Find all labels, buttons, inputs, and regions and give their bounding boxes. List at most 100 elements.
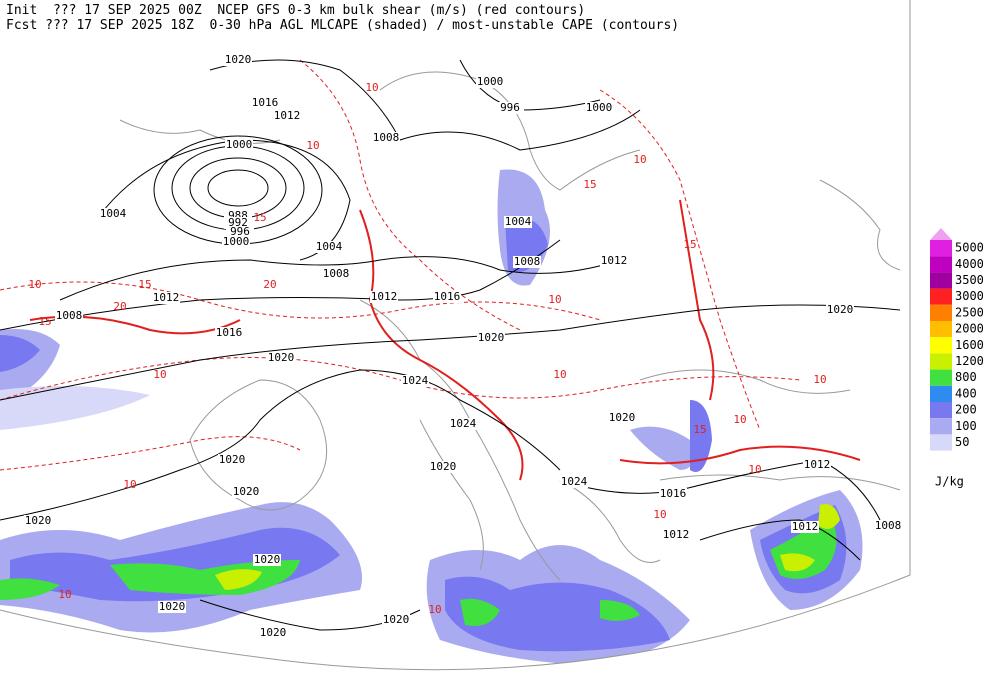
isobar-label: 1020 xyxy=(159,600,186,613)
isobar-label: 1008 xyxy=(323,267,350,280)
label-bg xyxy=(449,418,477,430)
isobar-label: 1012 xyxy=(153,291,180,304)
legend-swatch xyxy=(930,337,952,354)
header-line: Fcst ??? 17 SEP 2025 18Z 0-30 hPa AGL ML… xyxy=(6,18,679,33)
map-border xyxy=(0,0,911,671)
isobar-label: 1012 xyxy=(601,254,628,267)
isobar-label: 1012 xyxy=(663,528,690,541)
label-bg xyxy=(791,521,819,533)
label-bg xyxy=(513,256,541,268)
shear-label: 15 xyxy=(683,238,696,251)
isobar-label: 1012 xyxy=(371,290,398,303)
label-bg xyxy=(55,310,83,322)
legend-arrow xyxy=(930,228,952,240)
shear-label: 15 xyxy=(583,178,596,191)
isobar-label: 1016 xyxy=(216,326,243,339)
legend-label: 400 xyxy=(955,386,977,400)
isobar-label: 1020 xyxy=(268,351,295,364)
isobar-label: 1020 xyxy=(233,485,260,498)
label-bg xyxy=(224,54,252,66)
shear-label: 10 xyxy=(153,368,166,381)
shear-label: 20 xyxy=(113,300,126,313)
shear-label: 10 xyxy=(123,478,136,491)
shear-contours xyxy=(0,59,801,471)
label-bg xyxy=(225,139,253,151)
legend-unit: J/kg xyxy=(935,475,964,489)
isobar-label: 1020 xyxy=(254,553,281,566)
label-bg xyxy=(322,268,350,280)
shear-label: 10 xyxy=(365,81,378,94)
isobar-label: 1020 xyxy=(383,613,410,626)
shear-label: 10 xyxy=(748,463,761,476)
label-bg xyxy=(504,216,532,228)
isobar-label: 1024 xyxy=(450,417,477,430)
shear-label: 15 xyxy=(38,315,51,328)
isobar-label: 1004 xyxy=(316,240,343,253)
label-bg xyxy=(215,327,243,339)
label-bg xyxy=(662,529,690,541)
legend-label: 5000 xyxy=(955,241,984,255)
legend-swatch xyxy=(930,256,952,273)
label-bg xyxy=(382,614,410,626)
label-bg xyxy=(218,454,246,466)
legend-label: 200 xyxy=(955,403,977,417)
label-bg xyxy=(600,255,628,267)
isobar-label: 1016 xyxy=(434,290,461,303)
label-bg xyxy=(253,554,281,566)
shear-label: 15 xyxy=(253,211,266,224)
isobar-label: 1016 xyxy=(252,96,279,109)
label-bg xyxy=(874,520,902,532)
isobar-label: 1020 xyxy=(219,453,246,466)
label-bg xyxy=(232,486,260,498)
coastlines xyxy=(119,71,901,581)
legend-label: 2500 xyxy=(955,305,984,319)
isobar-label: 1000 xyxy=(586,101,613,114)
label-bg xyxy=(226,226,254,238)
isobar-label: 1012 xyxy=(804,458,831,471)
label-bg xyxy=(608,412,636,424)
shear-label: 10 xyxy=(553,368,566,381)
shear-label: 10 xyxy=(633,153,646,166)
label-bg xyxy=(477,332,505,344)
legend-label: 4000 xyxy=(955,257,984,271)
label-bg xyxy=(24,515,52,527)
shear-strong xyxy=(29,199,861,481)
shear-label: 15 xyxy=(693,423,706,436)
shear-label: 20 xyxy=(263,278,276,291)
label-bg xyxy=(496,102,524,114)
isobar-label: 1020 xyxy=(827,303,854,316)
isobar-label: 1020 xyxy=(25,514,52,527)
label-bg xyxy=(826,304,854,316)
legend-label: 3000 xyxy=(955,289,984,303)
isobar-label: 1008 xyxy=(875,519,902,532)
legend-label: 1600 xyxy=(955,338,984,352)
legend: 5000 4000 3500 3000 2500 2000 1600 1200 800 400 20… xyxy=(930,228,984,489)
isobar-label: 1020 xyxy=(225,53,252,66)
isobar-label: 1008 xyxy=(514,255,541,268)
label-bg xyxy=(370,291,398,303)
legend-label: 3500 xyxy=(955,273,984,287)
label-bg xyxy=(267,352,295,364)
shear-label: 10 xyxy=(813,373,826,386)
label-bg xyxy=(273,110,301,122)
label-bg xyxy=(433,291,461,303)
isobar-label: 992 xyxy=(228,216,248,229)
legend-swatch xyxy=(930,288,952,305)
legend-label: 1200 xyxy=(955,354,984,368)
shear-label: 15 xyxy=(138,278,151,291)
header-line: Init ??? 17 SEP 2025 00Z NCEP GFS 0-3 km… xyxy=(6,3,585,18)
label-bg xyxy=(152,292,180,304)
label-bg xyxy=(259,627,287,639)
isobar-label: 1020 xyxy=(478,331,505,344)
legend-swatch xyxy=(930,369,952,386)
isobar-label: 1016 xyxy=(660,487,687,500)
label-bg xyxy=(803,459,831,471)
isobar-label: 1020 xyxy=(260,626,287,639)
isobar-label: 1008 xyxy=(56,309,83,322)
legend-swatch xyxy=(930,240,952,257)
shear-label: 10 xyxy=(28,278,41,291)
